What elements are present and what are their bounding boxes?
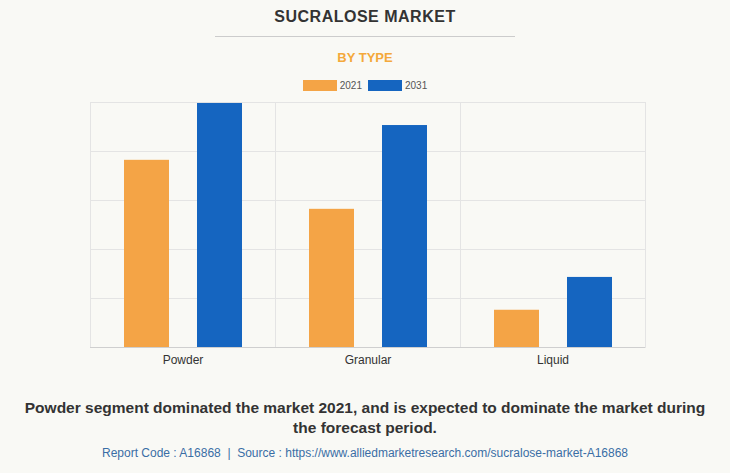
- html-text:BY TYPE: BY TYPE: [337, 50, 393, 65]
- html-text:2021: 2021: [339, 80, 362, 91]
- html-text:2031: 2031: [405, 80, 428, 91]
- html-text:SUCRALOSE MARKET: SUCRALOSE MARKET: [274, 8, 456, 25]
- svg-text:Powder: Powder: [163, 353, 204, 367]
- svg-text:Liquid: Liquid: [537, 353, 569, 367]
- html-text:Powder segment dominated the m: Powder segment dominated the market 2021…: [24, 399, 706, 436]
- html-text:Report Code : A16868 | Source: Report Code : A16868 | Source : https://…: [102, 446, 628, 460]
- svg-text:Granular: Granular: [345, 353, 392, 367]
